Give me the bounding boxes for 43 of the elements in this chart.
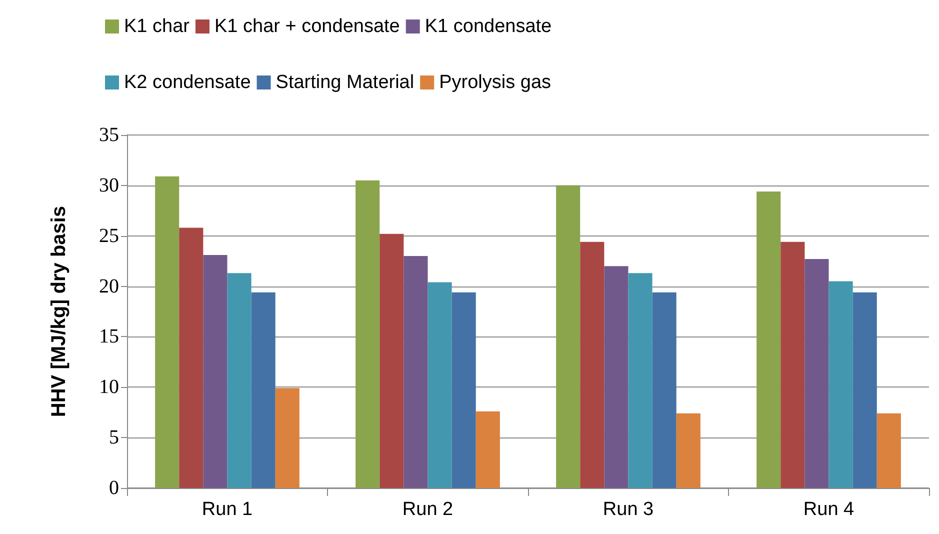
bar	[251, 292, 276, 488]
y-tick-label: 0	[109, 477, 119, 499]
bar	[804, 259, 829, 488]
bar	[852, 292, 877, 488]
legend-label: K1 condensate	[424, 16, 552, 37]
x-tick-label: Run 1	[202, 499, 253, 520]
bar	[227, 273, 252, 488]
bar	[652, 292, 676, 488]
legend-label: Starting Material	[276, 72, 414, 93]
y-tick-label: 20	[99, 275, 119, 298]
bar	[828, 281, 853, 488]
bar	[275, 388, 300, 488]
legend-label: Pyrolysis gas	[439, 72, 552, 93]
y-axis-title: HHV [MJ/kg] dry basis	[48, 206, 70, 418]
bar	[476, 411, 500, 488]
x-tick-label: Run 3	[602, 499, 654, 520]
bar	[780, 242, 805, 488]
bar	[876, 413, 901, 488]
legend-label: K2 condensate	[124, 72, 251, 93]
bar	[756, 191, 781, 488]
x-tick-label: Run 4	[803, 499, 855, 520]
bar	[428, 282, 452, 488]
bar	[179, 228, 204, 488]
bar	[356, 180, 380, 488]
y-tick-label: 35	[99, 124, 119, 146]
bar	[628, 273, 652, 488]
bar	[203, 255, 228, 488]
y-tick-label: 25	[99, 224, 119, 247]
x-tick-label: Run 2	[402, 499, 454, 520]
y-tick-label: 5	[109, 426, 119, 449]
bar	[580, 242, 604, 488]
bar	[380, 234, 404, 488]
y-tick-label: 30	[99, 174, 119, 196]
bar	[155, 176, 180, 488]
y-tick-label: 10	[99, 376, 119, 398]
bar	[676, 413, 700, 488]
legend-label: K1 char	[124, 16, 190, 37]
bar	[404, 256, 428, 488]
y-tick-label: 15	[99, 326, 119, 348]
bar	[556, 185, 580, 488]
legend-label: K1 char + condensate	[214, 16, 400, 37]
bar	[604, 266, 628, 488]
bar	[452, 292, 476, 488]
